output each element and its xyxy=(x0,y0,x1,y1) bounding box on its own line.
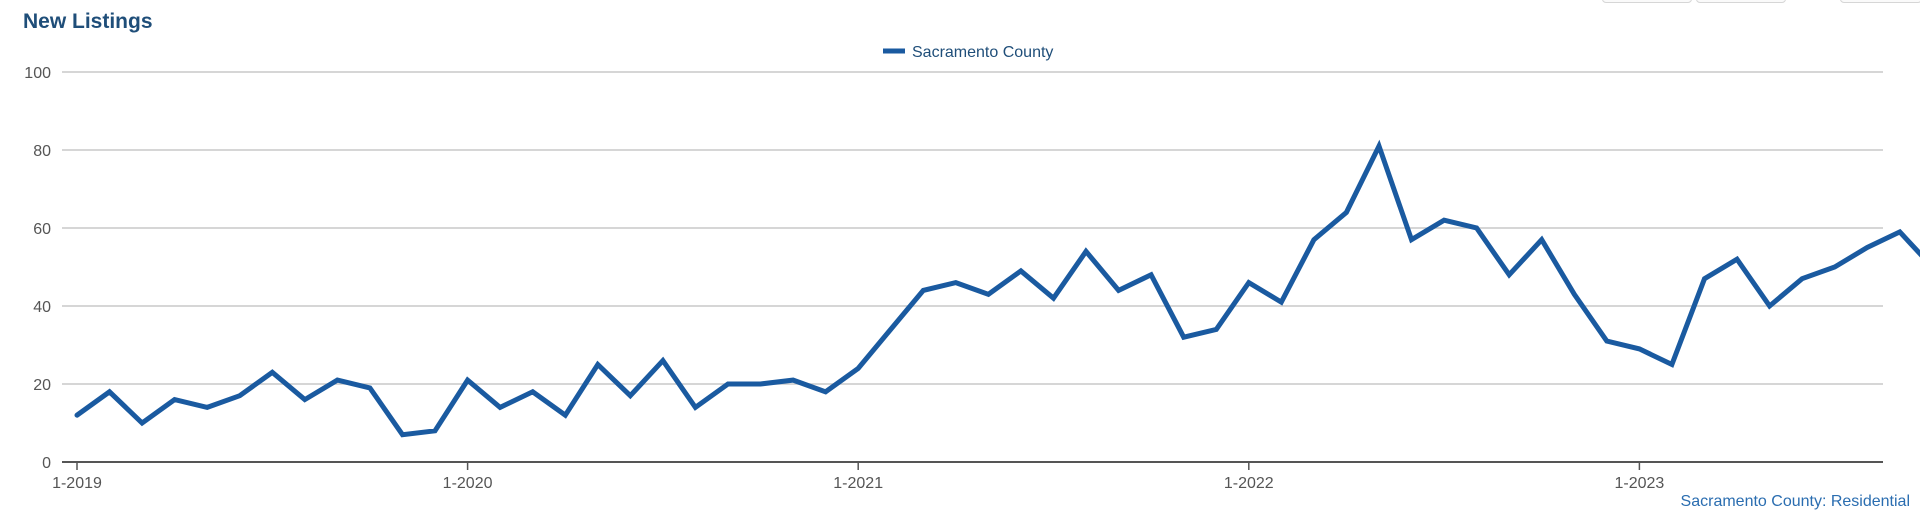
data-point[interactable] xyxy=(819,385,833,399)
gridlines xyxy=(62,71,1883,463)
data-point[interactable] xyxy=(786,373,800,387)
data-point[interactable] xyxy=(1242,276,1256,290)
data-point[interactable] xyxy=(1893,225,1907,239)
y-tick-label: 20 xyxy=(33,377,51,394)
data-point[interactable] xyxy=(1763,299,1777,313)
data-point[interactable] xyxy=(591,358,605,372)
x-tick-label: 1-2022 xyxy=(1224,475,1274,492)
data-point[interactable] xyxy=(1795,272,1809,286)
data-point[interactable] xyxy=(1860,241,1874,255)
data-point[interactable] xyxy=(526,385,540,399)
data-point[interactable] xyxy=(981,287,995,301)
legend-label: Sacramento County xyxy=(912,44,1053,61)
data-point[interactable] xyxy=(1339,205,1353,219)
legend[interactable]: Sacramento County xyxy=(883,44,1053,61)
data-point[interactable] xyxy=(428,424,442,438)
data-point[interactable] xyxy=(656,354,670,368)
data-point[interactable] xyxy=(396,428,410,442)
data-point[interactable] xyxy=(461,373,475,387)
data-point[interactable] xyxy=(1632,342,1646,356)
data-point[interactable] xyxy=(363,381,377,395)
x-tick-label: 1-2021 xyxy=(833,475,883,492)
data-point[interactable] xyxy=(298,393,312,407)
data-point[interactable] xyxy=(1470,221,1484,235)
y-tick-label: 60 xyxy=(33,221,51,238)
data-point[interactable] xyxy=(1405,233,1419,247)
data-point[interactable] xyxy=(851,361,865,375)
data-point[interactable] xyxy=(1014,264,1028,278)
data-point[interactable] xyxy=(1274,295,1288,309)
y-axis-ticks: 0 20 40 60 80 100 xyxy=(24,65,51,472)
data-point[interactable] xyxy=(1177,330,1191,344)
data-point[interactable] xyxy=(103,385,117,399)
data-point[interactable] xyxy=(135,416,149,430)
data-point[interactable] xyxy=(1437,213,1451,227)
data-point[interactable] xyxy=(1502,268,1516,282)
data-point[interactable] xyxy=(330,373,344,387)
data-point[interactable] xyxy=(200,400,214,414)
toolbar-button-3[interactable] xyxy=(1840,0,1920,3)
data-point[interactable] xyxy=(1600,334,1614,348)
x-tick-label: 1-2023 xyxy=(1614,475,1664,492)
data-point[interactable] xyxy=(721,377,735,391)
y-tick-label: 100 xyxy=(24,65,51,82)
y-tick-label: 0 xyxy=(42,455,51,472)
data-point[interactable] xyxy=(1665,358,1679,372)
chart-title: New Listings xyxy=(23,10,153,33)
series-line[interactable] xyxy=(74,139,1920,438)
y-tick-label: 80 xyxy=(33,143,51,160)
data-point[interactable] xyxy=(916,283,930,297)
data-point[interactable] xyxy=(1567,287,1581,301)
x-tick-label: 1-2020 xyxy=(443,475,493,492)
data-point[interactable] xyxy=(754,377,768,391)
data-point[interactable] xyxy=(1730,252,1744,266)
data-point[interactable] xyxy=(688,400,702,414)
data-point[interactable] xyxy=(1209,322,1223,336)
data-point[interactable] xyxy=(1144,268,1158,282)
data-point[interactable] xyxy=(558,408,572,422)
data-point[interactable] xyxy=(1079,244,1093,258)
data-point[interactable] xyxy=(493,400,507,414)
data-point[interactable] xyxy=(233,389,247,403)
data-point[interactable] xyxy=(884,322,898,336)
series-layer xyxy=(70,139,1920,442)
data-point[interactable] xyxy=(1047,291,1061,305)
data-point[interactable] xyxy=(168,393,182,407)
data-source-label: Sacramento County: Residential xyxy=(1680,493,1910,510)
data-point[interactable] xyxy=(1535,233,1549,247)
data-point[interactable] xyxy=(1112,283,1126,297)
data-point[interactable] xyxy=(949,276,963,290)
y-tick-label: 40 xyxy=(33,299,51,316)
data-point[interactable] xyxy=(1372,139,1386,153)
data-point[interactable] xyxy=(70,408,84,422)
x-tick-label: 1-2019 xyxy=(52,475,102,492)
data-point[interactable] xyxy=(265,365,279,379)
data-point[interactable] xyxy=(1698,272,1712,286)
data-point[interactable] xyxy=(1307,233,1321,247)
data-point[interactable] xyxy=(623,389,637,403)
data-point[interactable] xyxy=(1828,260,1842,274)
